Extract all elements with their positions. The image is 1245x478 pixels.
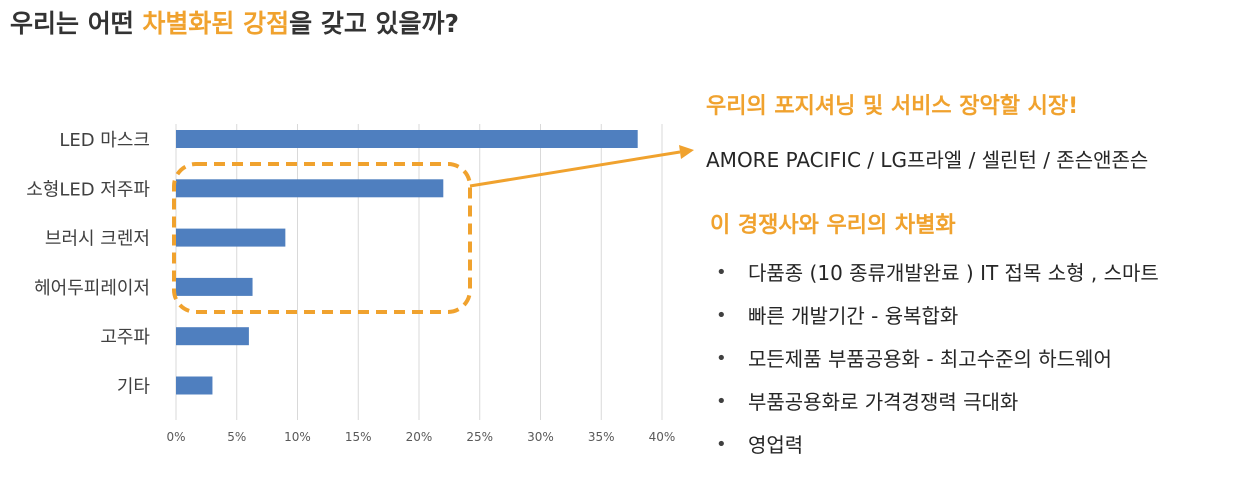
positioning-title: 우리의 포지셔닝 및 서비스 장악할 시장! bbox=[706, 94, 1079, 119]
list-item: • 다품종 (10 종류개발완료 ) IT 접목 소형 , 스마트 bbox=[716, 256, 1159, 299]
bullet-icon: • bbox=[716, 348, 727, 369]
list-item: • 부품공용화로 가격경쟁력 극대화 bbox=[716, 385, 1159, 428]
x-tick-label: 0% bbox=[166, 430, 185, 444]
x-tick-label: 10% bbox=[284, 430, 311, 444]
page-headline: 우리는 어떤 차별화된 강점을 갖고 있을까? bbox=[10, 4, 459, 40]
category-label: LED 마스크 bbox=[59, 130, 150, 151]
headline-pre: 우리는 어떤 bbox=[10, 9, 143, 38]
bullet-icon: • bbox=[716, 262, 727, 283]
headline-post: 을 갖고 있을까? bbox=[289, 9, 460, 38]
bar bbox=[176, 376, 213, 395]
x-tick-label: 15% bbox=[345, 430, 372, 444]
list-item: • 모든제품 부품공용화 - 최고수준의 하드웨어 bbox=[716, 342, 1159, 385]
bar bbox=[176, 228, 286, 247]
chart-grid bbox=[175, 124, 663, 420]
chart-bars bbox=[176, 130, 638, 395]
differentiation-list: • 다품종 (10 종류개발완료 ) IT 접목 소형 , 스마트 • 빠른 개발기… bbox=[716, 256, 1159, 471]
chart-x-tick-labels: 0% 5% 10% 15% 20% 25% 30% 35% 40% bbox=[166, 430, 675, 444]
differentiation-title: 이 경쟁사와 우리의 차별화 bbox=[710, 213, 956, 238]
x-tick-label: 30% bbox=[527, 430, 554, 444]
x-tick-label: 25% bbox=[466, 430, 493, 444]
category-label: 소형LED 저주파 bbox=[26, 179, 150, 200]
category-label: 헤어두피레이저 bbox=[34, 278, 150, 299]
list-item-text: 모든제품 부품공용화 - 최고수준의 하드웨어 bbox=[748, 347, 1112, 371]
headline-accent: 차별화된 강점 bbox=[142, 9, 290, 38]
bar bbox=[176, 277, 253, 296]
list-item-text: 빠른 개발기간 - 융복합화 bbox=[748, 304, 959, 328]
callout-arrow-line bbox=[469, 150, 681, 188]
bullet-icon: • bbox=[716, 305, 727, 326]
category-label: 브러시 크렌저 bbox=[45, 229, 150, 250]
bar bbox=[176, 130, 638, 148]
list-item: • 영업력 bbox=[716, 428, 1159, 471]
bar bbox=[176, 179, 444, 198]
list-item-text: 영업력 bbox=[748, 433, 804, 457]
x-tick-label: 40% bbox=[649, 430, 676, 444]
list-item: • 빠른 개발기간 - 융복합화 bbox=[716, 299, 1159, 342]
bar bbox=[176, 327, 249, 346]
x-tick-label: 5% bbox=[227, 430, 246, 444]
list-item-text: 부품공용화로 가격경쟁력 극대화 bbox=[748, 390, 1019, 414]
x-tick-label: 35% bbox=[588, 430, 615, 444]
callout-arrow-head bbox=[679, 145, 694, 159]
list-item-text: 다품종 (10 종류개발완료 ) IT 접목 소형 , 스마트 bbox=[748, 261, 1159, 285]
category-label: 고주파 bbox=[100, 327, 150, 348]
bullet-icon: • bbox=[716, 434, 727, 455]
bullet-icon: • bbox=[716, 391, 727, 412]
highlight-box bbox=[172, 162, 472, 314]
category-label: 기타 bbox=[117, 377, 151, 398]
competitor-list: AMORE PACIFIC / LG프라엘 / 셀린턴 / 존슨앤존슨 bbox=[706, 148, 1149, 172]
x-tick-label: 20% bbox=[406, 430, 433, 444]
